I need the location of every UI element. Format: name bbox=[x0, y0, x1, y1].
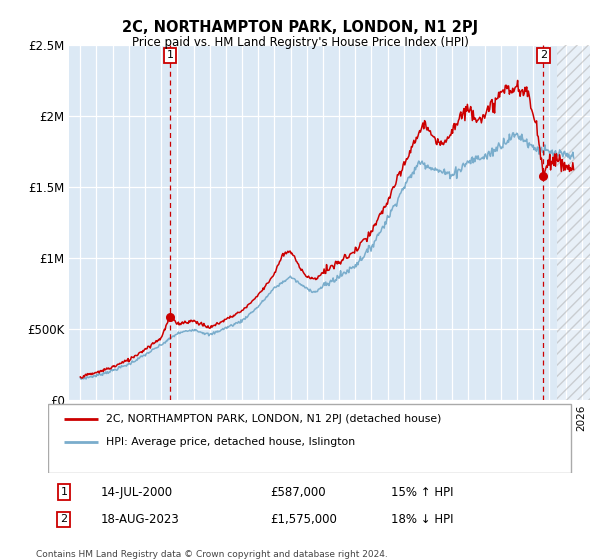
Text: 1: 1 bbox=[61, 487, 67, 497]
Text: HPI: Average price, detached house, Islington: HPI: Average price, detached house, Isli… bbox=[106, 437, 355, 447]
Text: £587,000: £587,000 bbox=[270, 486, 325, 498]
Text: Price paid vs. HM Land Registry's House Price Index (HPI): Price paid vs. HM Land Registry's House … bbox=[131, 36, 469, 49]
Text: Contains HM Land Registry data © Crown copyright and database right 2024.
This d: Contains HM Land Registry data © Crown c… bbox=[36, 550, 388, 560]
Text: £1,575,000: £1,575,000 bbox=[270, 513, 337, 526]
Text: 14-JUL-2000: 14-JUL-2000 bbox=[101, 486, 173, 498]
FancyBboxPatch shape bbox=[48, 404, 571, 473]
Text: 18% ↓ HPI: 18% ↓ HPI bbox=[391, 513, 454, 526]
Text: 2C, NORTHAMPTON PARK, LONDON, N1 2PJ (detached house): 2C, NORTHAMPTON PARK, LONDON, N1 2PJ (de… bbox=[106, 414, 442, 424]
Bar bbox=[557, 45, 590, 400]
Text: 15% ↑ HPI: 15% ↑ HPI bbox=[391, 486, 454, 498]
Text: 18-AUG-2023: 18-AUG-2023 bbox=[101, 513, 179, 526]
Text: 2: 2 bbox=[60, 515, 67, 524]
Text: 1: 1 bbox=[166, 50, 173, 60]
Bar bbox=[557, 45, 590, 400]
Text: 2: 2 bbox=[540, 50, 547, 60]
Text: 2C, NORTHAMPTON PARK, LONDON, N1 2PJ: 2C, NORTHAMPTON PARK, LONDON, N1 2PJ bbox=[122, 20, 478, 35]
